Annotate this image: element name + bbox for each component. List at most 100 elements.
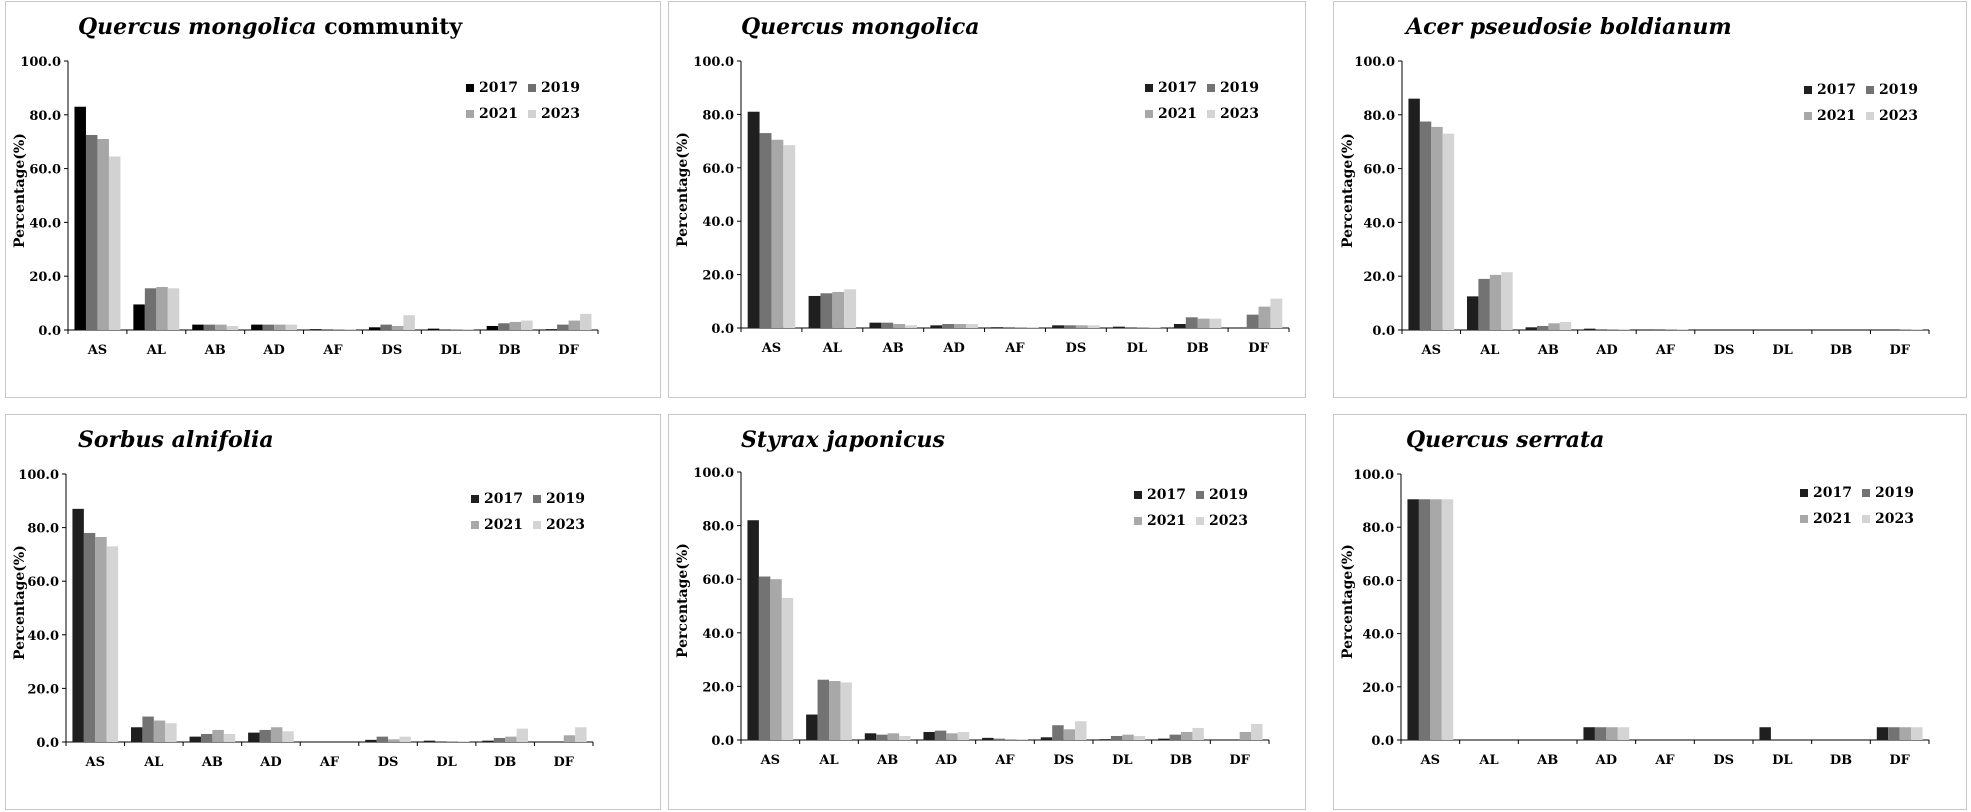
bar-AF-2023 xyxy=(1026,327,1039,328)
legend-item: 2023 xyxy=(1207,106,1269,122)
bar-DF-2017 xyxy=(545,329,558,330)
bar-DS-2019 xyxy=(1052,725,1064,740)
bar-AB-2021 xyxy=(887,733,900,740)
x-tick-label: AS xyxy=(1421,343,1441,358)
chart-title-italic: Sorbus alnifolia xyxy=(78,427,274,453)
x-tick-label: AB xyxy=(201,755,223,770)
legend: 2017 2019 2021 2023 xyxy=(1804,82,1928,124)
bar-DF-2021 xyxy=(568,320,581,330)
bar-AL-2019 xyxy=(144,288,157,330)
x-tick-label: AL xyxy=(822,341,842,356)
y-tick-label: 60.0 xyxy=(1362,574,1394,589)
chart-title-italic: Quercus mongolica xyxy=(78,14,317,40)
bar-AS-2019 xyxy=(85,134,98,330)
bar-AS-2017 xyxy=(72,508,84,742)
y-tick-label: 40.0 xyxy=(702,215,734,230)
bar-AD-2017 xyxy=(1584,328,1596,330)
y-tick-label: 40.0 xyxy=(27,629,59,644)
chart-title-italic: Acer pseudosie boldianum xyxy=(1406,14,1732,40)
legend-item: 2017 xyxy=(1145,80,1207,96)
x-tick-label: AL xyxy=(1478,753,1498,768)
y-tick-label: 60.0 xyxy=(29,163,61,178)
bar-AB-2021 xyxy=(212,729,224,742)
chart-title-italic: Quercus serrata xyxy=(1406,427,1605,453)
bar-DL-2019 xyxy=(1110,735,1123,740)
bar-DB-2023 xyxy=(1209,318,1222,328)
legend-item: 2019 xyxy=(1866,82,1928,98)
bar-DL-2017 xyxy=(423,740,436,742)
bar-AD-2019 xyxy=(1594,727,1607,740)
y-tick-label: 80.0 xyxy=(29,109,61,124)
bar-AS-2019 xyxy=(83,532,96,742)
legend-label: 2023 xyxy=(546,517,585,533)
chart-title: Quercus mongolica community xyxy=(78,14,462,40)
y-tick-label: 60.0 xyxy=(27,575,59,590)
bar-AF-2023 xyxy=(1016,739,1028,740)
legend-item: 2019 xyxy=(1862,485,1924,501)
legend-item: 2021 xyxy=(1804,108,1866,124)
bar-AD-2017 xyxy=(251,324,263,330)
legend-swatch xyxy=(466,84,474,92)
bar-AD-2019 xyxy=(942,323,955,328)
chart-panel-5: Styrax japonicus Percentage(%) 0.0 20.0 40.0… xyxy=(668,414,1306,810)
y-tick-label: 80.0 xyxy=(1363,109,1395,124)
y-tick-label: 20.0 xyxy=(702,269,734,284)
bar-DS-2017 xyxy=(1040,737,1053,740)
bar-DL-2023 xyxy=(458,741,470,742)
bar-DB-2019 xyxy=(1185,317,1198,328)
bar-AL-2017 xyxy=(130,727,143,742)
bar-DS-2017 xyxy=(368,327,381,330)
y-tick-label: 100.0 xyxy=(1353,468,1394,483)
bar-AS-2017 xyxy=(747,520,759,740)
bar-AS-2023 xyxy=(1442,133,1455,330)
bar-AL-2023 xyxy=(167,288,180,330)
legend-item: 2021 xyxy=(471,517,533,533)
legend-label: 2023 xyxy=(541,106,580,122)
bar-DL-2017 xyxy=(427,328,440,330)
x-tick-label: DB xyxy=(1170,753,1192,768)
legend-label: 2017 xyxy=(1147,487,1186,503)
bar-AD-2019 xyxy=(934,730,947,740)
bar-DB-2019 xyxy=(493,737,506,742)
bar-AS-2021 xyxy=(770,579,782,740)
bar-AF-2023 xyxy=(1676,329,1689,330)
chart-svg: 0.0 20.0 40.0 60.0 80.0 100.0 AS AL AB AD AF DS DL DB… xyxy=(693,55,1290,356)
bar-DB-2017 xyxy=(1158,738,1170,740)
bar-DL-2021 xyxy=(450,329,463,330)
x-tick-label: DS xyxy=(1713,753,1734,768)
bar-DB-2017 xyxy=(486,325,499,330)
x-tick-label: DS xyxy=(1066,341,1087,356)
bar-DF-2021 xyxy=(1899,329,1912,330)
chart-panel-4: Sorbus alnifolia Percentage(%) 0.0 20.0 40.0… xyxy=(5,414,661,810)
chart-title: Sorbus alnifolia xyxy=(78,427,274,453)
legend-swatch xyxy=(1196,517,1204,525)
y-tick-label: 100.0 xyxy=(18,468,59,483)
x-tick-label: DF xyxy=(1889,753,1910,768)
chart-svg: 0.0 20.0 40.0 60.0 80.0 100.0 AS AL AB AD AF DS DL DB… xyxy=(1353,468,1930,768)
bar-AD-2019 xyxy=(259,729,271,742)
legend-swatch xyxy=(1804,112,1812,120)
x-tick-label: AL xyxy=(1479,343,1499,358)
legend-item: 2019 xyxy=(533,491,595,507)
bar-AD-2021 xyxy=(270,727,283,742)
legend-item: 2021 xyxy=(1134,513,1196,529)
bar-AS-2023 xyxy=(1441,499,1454,740)
bar-AL-2017 xyxy=(806,714,818,740)
bar-AF-2019 xyxy=(993,738,1005,740)
legend-swatch xyxy=(528,84,536,92)
x-tick-label: AD xyxy=(1595,343,1617,358)
x-tick-label: DS xyxy=(1053,753,1074,768)
bar-AS-2019 xyxy=(759,133,772,328)
bar-DS-2023 xyxy=(403,315,415,330)
legend-item: 2023 xyxy=(533,517,595,533)
legend-item: 2017 xyxy=(1134,487,1196,503)
bar-DL-2019 xyxy=(439,329,451,330)
legend-label: 2019 xyxy=(1875,485,1914,501)
bar-AL-2023 xyxy=(1501,272,1513,330)
bar-DB-2021 xyxy=(1181,731,1193,740)
bar-DF-2017 xyxy=(1876,727,1889,740)
y-tick-label: 40.0 xyxy=(29,216,61,231)
bar-AD-2023 xyxy=(282,731,294,742)
bar-DL-2017 xyxy=(1099,739,1111,740)
bar-AL-2019 xyxy=(1478,278,1490,330)
